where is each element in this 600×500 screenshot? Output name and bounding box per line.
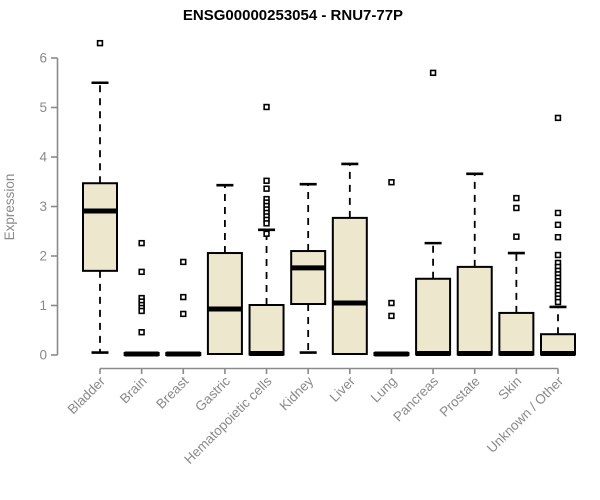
box-pancreas	[415, 69, 452, 357]
iqr-box	[82, 182, 118, 272]
outlier-point	[263, 103, 270, 111]
outlier-point	[554, 221, 562, 229]
x-tick-label: Brain	[117, 374, 150, 407]
outlier-point	[513, 204, 520, 212]
outlier-point	[554, 233, 562, 241]
y-tick-label: 3	[39, 199, 47, 214]
y-tick-label: 4	[39, 150, 47, 165]
outlier-point	[388, 312, 395, 320]
x-tick-label: Pancreas	[390, 373, 441, 424]
outlier-point	[554, 209, 562, 217]
outlier-point	[180, 310, 187, 318]
box-hematopoietic-cells	[248, 103, 285, 357]
x-tick-label: Kidney	[277, 373, 317, 413]
box-prostate	[456, 172, 493, 357]
iqr-box	[456, 265, 493, 356]
outlier-point	[554, 298, 562, 306]
box-unknown-other	[539, 114, 576, 357]
box-lung	[373, 179, 410, 357]
x-tick-label: Bladder	[65, 373, 109, 417]
box-skin	[498, 194, 535, 357]
x-tick-label: Breast	[153, 373, 191, 411]
outlier-point	[263, 185, 270, 192]
outlier-point	[388, 299, 395, 307]
x-tick-label: Prostate	[437, 374, 483, 420]
y-tick-label: 2	[39, 249, 47, 264]
iqr-box	[290, 250, 327, 306]
iqr-box	[498, 311, 535, 356]
outlier-point	[138, 329, 145, 336]
box-liver	[331, 162, 368, 356]
x-tick-label: Skin	[495, 374, 524, 403]
outlier-point	[513, 233, 520, 240]
outlier-point	[180, 258, 187, 266]
iqr-box	[206, 252, 243, 356]
chart-title: ENSG00000253054 - RNU7-77P	[182, 7, 404, 24]
outlier-point	[138, 239, 145, 247]
outlier-point	[138, 268, 145, 276]
box-kidney	[290, 182, 327, 354]
box-bladder	[82, 39, 118, 354]
outlier-point	[263, 230, 270, 237]
iqr-box	[415, 277, 452, 356]
y-tick-label: 1	[39, 298, 47, 313]
x-tick-label: Gastric	[192, 373, 233, 414]
box-brain	[123, 239, 160, 357]
outlier-point	[429, 69, 437, 77]
y-axis-label: Expression	[2, 174, 17, 241]
iqr-box	[331, 216, 368, 356]
outlier-point	[554, 251, 562, 259]
outlier-point	[263, 220, 270, 227]
y-tick-label: 6	[39, 51, 47, 66]
outlier-point	[554, 114, 562, 122]
box-gastric	[206, 183, 243, 356]
x-tick-label: Lung	[368, 374, 400, 406]
outlier-point	[180, 293, 187, 301]
outlier-point	[513, 194, 520, 202]
outlier-point	[263, 177, 270, 184]
y-tick-label: 5	[39, 100, 47, 115]
outlier-point	[138, 307, 145, 315]
y-tick-label: 0	[39, 348, 47, 363]
outlier-point	[388, 179, 395, 186]
box-breast	[165, 258, 202, 357]
outlier-point	[96, 39, 104, 47]
iqr-box	[248, 304, 285, 356]
x-tick-label: Unknown / Other	[484, 373, 567, 456]
x-tick-label: Liver	[327, 373, 359, 405]
